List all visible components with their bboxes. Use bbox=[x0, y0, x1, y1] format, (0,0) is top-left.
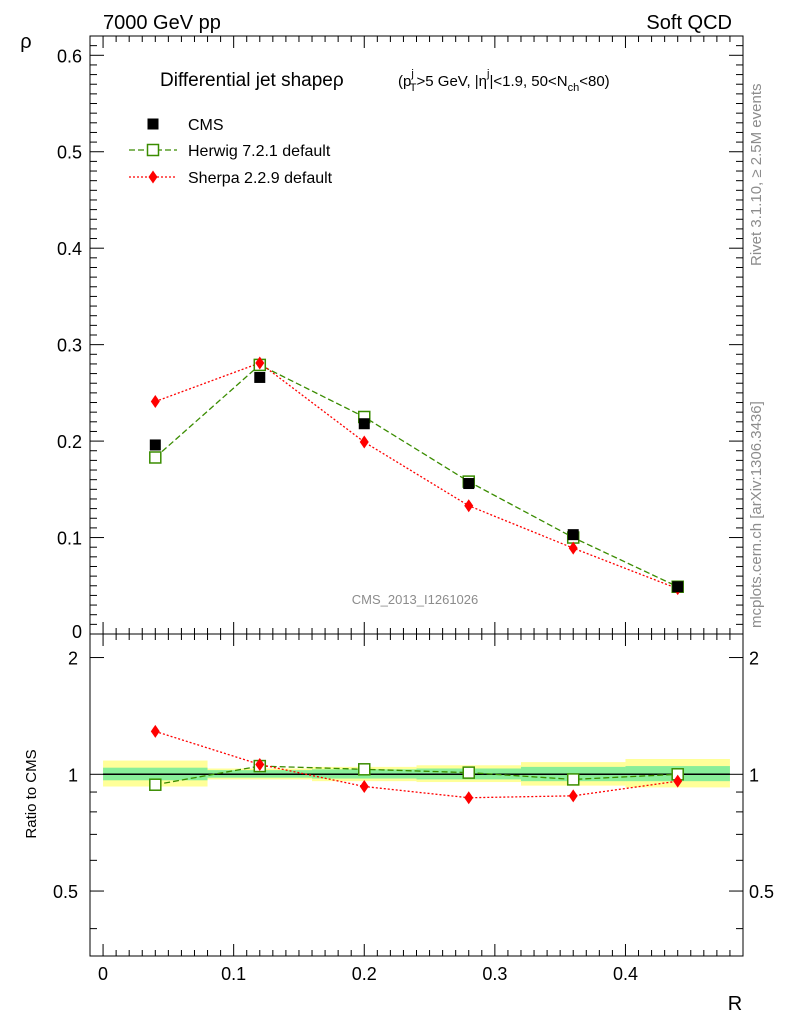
legend-marker-0 bbox=[147, 118, 159, 130]
ratio-y-tick-label-left: 2 bbox=[68, 649, 78, 669]
ratio-line-1 bbox=[155, 730, 678, 799]
legend-marker-2 bbox=[148, 170, 158, 184]
data-point-2 bbox=[568, 541, 578, 555]
y-axis-label: ρ bbox=[20, 31, 31, 53]
y-tick-label: 0.4 bbox=[57, 239, 82, 259]
x-tick-label: 0.3 bbox=[482, 964, 507, 984]
y-tick-label: 0 bbox=[72, 622, 82, 642]
ratio-point-1 bbox=[255, 757, 265, 771]
ratio-point-1 bbox=[359, 780, 369, 794]
ratio-y-tick-label-right: 1 bbox=[749, 765, 759, 785]
y-tick-label: 0.6 bbox=[57, 46, 82, 66]
ratio-point-0 bbox=[358, 763, 371, 776]
plot-title-cuts: (pj T>5 GeV, |ηj|<1.9, 50<Nch<80) bbox=[398, 68, 610, 94]
rivet-label: Rivet 3.1.10, ≥ 2.5M events bbox=[748, 84, 765, 267]
data-point-0 bbox=[149, 439, 161, 451]
legend-label-0: CMS bbox=[188, 117, 224, 134]
data-point-0 bbox=[567, 529, 579, 541]
legend-label-1: Herwig 7.2.1 default bbox=[188, 143, 331, 160]
ratio-point-1 bbox=[464, 791, 474, 805]
axes-group: 0 0.1 0.2 0.3 0.4 0 0.1 0.2 0.3 0.4 0.5 0.6 0.5 0.5 1 1… bbox=[53, 35, 774, 984]
analysis-id: CMS_2013_I1261026 bbox=[352, 592, 479, 607]
plot-title: Differential jet shapeρ bbox=[160, 70, 344, 91]
ratio-y-tick-label-left: 1 bbox=[68, 765, 78, 785]
ratio-point-0 bbox=[149, 778, 162, 791]
series-line-2 bbox=[155, 362, 678, 590]
ratio-series-group bbox=[149, 724, 684, 805]
x-tick-label: 0.4 bbox=[613, 964, 638, 984]
ratio-point-0 bbox=[566, 773, 580, 786]
ratio-y-axis-label: Ratio to CMS bbox=[23, 749, 40, 838]
mcplots-label: mcplots.cern.ch [arXiv:1306.3436] bbox=[748, 401, 765, 628]
ratio-line-0 bbox=[155, 765, 678, 786]
data-point-0 bbox=[254, 371, 266, 383]
main-series-group bbox=[149, 356, 684, 596]
legend: CMS Herwig 7.2.1 default Sherpa 2.2.9 defa… bbox=[129, 117, 333, 187]
data-point-0 bbox=[672, 581, 684, 593]
ratio-point-1 bbox=[150, 724, 160, 738]
header-right: Soft QCD bbox=[646, 12, 732, 34]
ratio-y-tick-label-right: 2 bbox=[749, 649, 759, 669]
x-tick-label: 0.1 bbox=[221, 964, 246, 984]
series-line-1 bbox=[154, 364, 678, 588]
y-tick-label: 0.3 bbox=[57, 336, 82, 356]
data-point-2 bbox=[150, 395, 160, 409]
x-tick-label: 0 bbox=[98, 964, 108, 984]
ratio-point-1 bbox=[568, 789, 578, 803]
data-point-0 bbox=[358, 418, 370, 430]
ratio-point-1 bbox=[673, 774, 683, 788]
y-tick-label: 0.1 bbox=[57, 529, 82, 549]
x-tick-label: 0.2 bbox=[352, 964, 377, 984]
header-left: 7000 GeV pp bbox=[103, 12, 221, 34]
data-point-2 bbox=[464, 499, 474, 513]
y-tick-label: 0.2 bbox=[57, 432, 82, 452]
data-point-0 bbox=[463, 478, 475, 490]
x-axis-label: R bbox=[728, 993, 742, 1015]
legend-marker-1 bbox=[146, 143, 160, 157]
ratio-point-0 bbox=[462, 766, 475, 779]
data-point-2 bbox=[255, 356, 265, 370]
ratio-uncertainty-bands bbox=[103, 759, 730, 788]
ratio-y-tick-label-right: 0.5 bbox=[749, 882, 774, 902]
plot-title-rho: ρ bbox=[333, 70, 344, 91]
data-point-1 bbox=[149, 451, 162, 464]
ratio-y-tick-label-left: 0.5 bbox=[53, 882, 78, 902]
data-point-2 bbox=[359, 435, 369, 449]
plot-title-main: Differential jet shape bbox=[160, 70, 333, 91]
y-tick-label: 0.5 bbox=[57, 143, 82, 163]
ratio-plot-frame bbox=[89, 633, 744, 957]
legend-label-2: Sherpa 2.2.9 default bbox=[188, 170, 333, 187]
